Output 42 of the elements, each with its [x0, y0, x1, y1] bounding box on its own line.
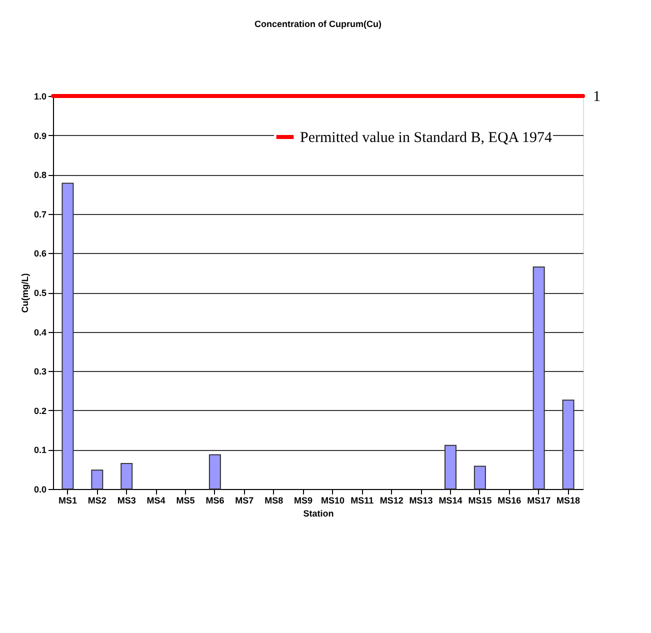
x-axis-title: Station [303, 508, 334, 518]
y-tick-label: 0.7 [34, 209, 46, 220]
bar [120, 462, 133, 490]
x-tick-label: MS14 [438, 496, 462, 506]
x-tick-label: MS2 [88, 496, 106, 506]
x-tick-label: MS18 [556, 496, 580, 506]
x-tick-label: MS16 [498, 496, 522, 506]
bar [474, 466, 486, 490]
y-tick-label: 0.8 [34, 170, 46, 180]
y-axis-title: Cu(mg/L) [20, 273, 30, 313]
legend-label: Permitted value in Standard B, EQA 1974 [300, 130, 553, 146]
x-tick-label: MS5 [176, 496, 195, 506]
chart-title: Concentration of Cuprum(Cu) [254, 19, 382, 29]
x-tick-label: MS12 [380, 496, 404, 506]
y-tick-label: 0.0 [34, 484, 46, 494]
y-tick-label: 0.6 [34, 248, 46, 259]
text: 1 [593, 89, 600, 105]
x-tick-label: MS6 [206, 496, 224, 506]
bar [444, 444, 456, 490]
y-tick-label: 0.1 [34, 445, 46, 456]
bar [91, 470, 104, 490]
x-tick-label: MS1 [58, 496, 77, 506]
x-tick-label: MS4 [146, 496, 166, 506]
bar [208, 454, 221, 490]
y-tick-label: 0.4 [34, 327, 46, 338]
bar [532, 266, 545, 490]
x-tick-label: MS10 [320, 496, 344, 506]
y-tick-label: 0.9 [34, 130, 46, 141]
y-tick-label: 0.5 [34, 288, 46, 298]
x-tick-label: MS15 [468, 496, 492, 506]
y-tick-label: 0.3 [34, 366, 46, 377]
x-tick-label: MS7 [235, 496, 254, 506]
x-tick-label: MS11 [350, 496, 374, 506]
x-tick-label: MS8 [264, 496, 284, 506]
x-tick-label: MS17 [527, 496, 551, 506]
x-tick-label: MS3 [117, 496, 136, 506]
y-tick-label: 1.0 [34, 92, 46, 102]
y-tick-label: 0.2 [34, 406, 46, 416]
x-tick-label: MS9 [294, 496, 313, 506]
x-tick-label: MS13 [409, 496, 433, 506]
bar [562, 400, 574, 490]
bar [62, 182, 74, 490]
